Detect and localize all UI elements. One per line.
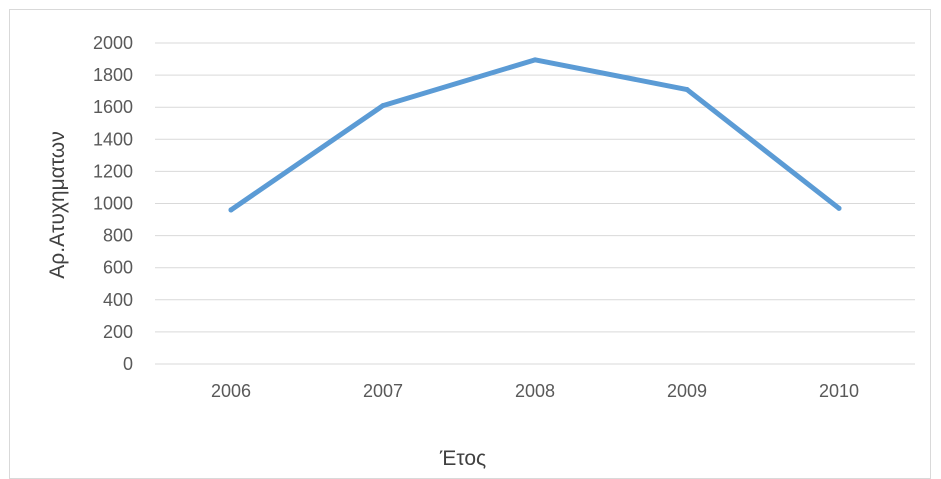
x-tick-label: 2008 (515, 381, 555, 401)
y-tick-label: 800 (103, 226, 133, 246)
y-tick-label: 1600 (93, 97, 133, 117)
y-tick-label: 200 (103, 322, 133, 342)
data-point (228, 207, 234, 213)
gridlines (155, 42, 915, 365)
y-tick-label: 1000 (93, 194, 133, 214)
y-tick-label: 600 (103, 258, 133, 278)
x-tick-label: 2007 (363, 381, 403, 401)
data-point (836, 205, 842, 211)
x-axis-ticks: 2006 2007 2008 2009 2010 (211, 381, 859, 401)
series-layer (228, 57, 842, 213)
x-tick-label: 2010 (819, 381, 859, 401)
data-point (380, 103, 386, 109)
data-point (532, 57, 538, 63)
y-tick-label: 1800 (93, 65, 133, 85)
line-chart: 0 200 400 600 800 1000 1200 1400 1600 1800 2000 20… (46, 33, 915, 469)
y-tick-label: 2000 (93, 33, 133, 53)
y-tick-label: 1200 (93, 161, 133, 181)
y-tick-label: 1400 (93, 129, 133, 149)
y-tick-label: 400 (103, 290, 133, 310)
y-tick-label: 0 (123, 354, 133, 374)
data-point (684, 87, 690, 93)
y-axis-ticks: 0 200 400 600 800 1000 1200 1400 1600 1800 2000 (93, 33, 133, 374)
y-axis-title: Αρ.Ατυχηματων (46, 131, 69, 278)
x-tick-label: 2006 (211, 381, 251, 401)
x-axis-title: Έτος (439, 447, 486, 469)
series-line (228, 57, 842, 213)
chart-frame (9, 9, 931, 479)
x-tick-label: 2009 (667, 381, 707, 401)
